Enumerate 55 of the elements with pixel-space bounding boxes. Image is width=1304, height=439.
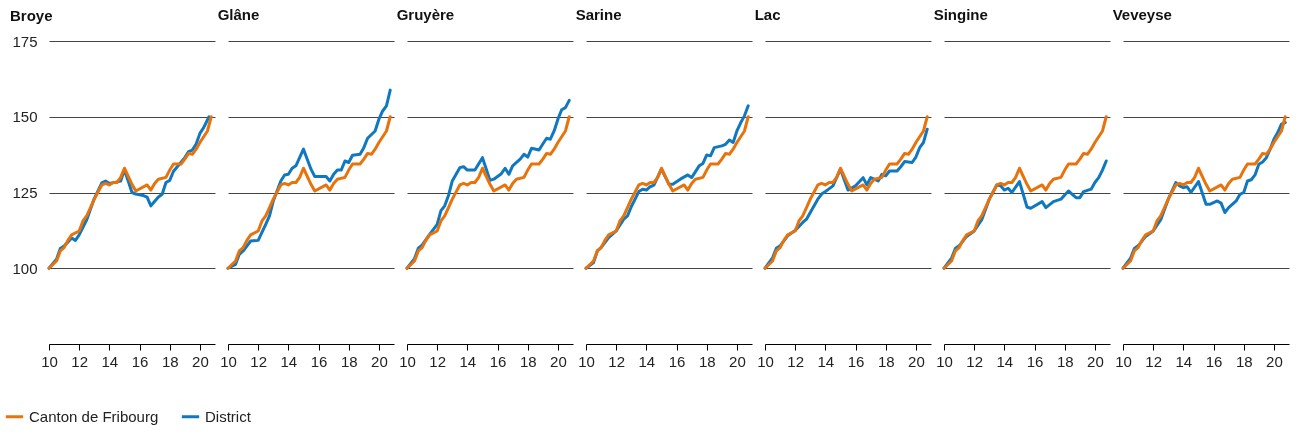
- x-tick-label: 20: [908, 352, 925, 370]
- x-tick-label: 20: [550, 352, 567, 370]
- chart-title: Lac: [754, 6, 781, 23]
- x-tick-label: 10: [757, 352, 774, 370]
- x-tick-label: 12: [1145, 352, 1163, 370]
- x-tick-label: 20: [1087, 352, 1104, 370]
- x-tick-label: 20: [1266, 352, 1283, 370]
- x-tick-label: 20: [729, 352, 746, 370]
- x-tick-label: 20: [371, 352, 388, 370]
- chart-title: Gruyère: [396, 6, 455, 23]
- x-tick-label: 14: [996, 352, 1014, 370]
- chart-title: Sarine: [575, 6, 622, 23]
- x-tick-label: 12: [71, 352, 89, 370]
- x-tick-label: 18: [340, 352, 358, 370]
- x-tick-label: 14: [638, 352, 656, 370]
- x-tick-label: 12: [608, 352, 626, 370]
- x-tick-label: 12: [787, 352, 805, 370]
- x-tick-label: 16: [489, 352, 507, 370]
- legend-label: Canton de Fribourg: [29, 407, 159, 425]
- x-tick-label: 14: [817, 352, 835, 370]
- x-tick-label: 18: [161, 352, 179, 370]
- chart-title: Singine: [933, 6, 988, 23]
- x-tick-label: 18: [1056, 352, 1074, 370]
- x-tick-label: 12: [966, 352, 984, 370]
- x-tick-label: 18: [519, 352, 537, 370]
- x-tick-label: 16: [131, 352, 149, 370]
- x-tick-label: 12: [429, 352, 447, 370]
- chart-title: Glâne: [217, 6, 260, 23]
- x-tick-label: 16: [1205, 352, 1223, 370]
- x-tick-label: 10: [1115, 352, 1132, 370]
- legend-label: District: [205, 407, 252, 425]
- x-tick-label: 18: [698, 352, 716, 370]
- chart-title: Veveyse: [1112, 6, 1172, 23]
- x-tick-label: 18: [1235, 352, 1253, 370]
- x-tick-label: 12: [250, 352, 268, 370]
- y-tick-label: 175: [12, 32, 38, 50]
- x-tick-label: 14: [280, 352, 298, 370]
- x-tick-label: 20: [192, 352, 209, 370]
- y-tick-label: 100: [12, 259, 38, 277]
- x-tick-label: 16: [310, 352, 328, 370]
- x-tick-label: 16: [668, 352, 686, 370]
- x-tick-label: 14: [1175, 352, 1193, 370]
- x-tick-label: 10: [399, 352, 416, 370]
- x-tick-label: 10: [936, 352, 953, 370]
- x-tick-label: 14: [101, 352, 119, 370]
- x-tick-label: 10: [578, 352, 595, 370]
- x-tick-label: 10: [220, 352, 237, 370]
- y-tick-label: 150: [12, 108, 38, 126]
- x-tick-label: 14: [459, 352, 477, 370]
- chart-title: Broye: [9, 7, 53, 24]
- x-tick-label: 18: [877, 352, 895, 370]
- x-tick-label: 10: [41, 352, 58, 370]
- y-tick-label: 125: [12, 184, 38, 201]
- x-tick-label: 16: [847, 352, 865, 370]
- x-tick-label: 16: [1026, 352, 1044, 370]
